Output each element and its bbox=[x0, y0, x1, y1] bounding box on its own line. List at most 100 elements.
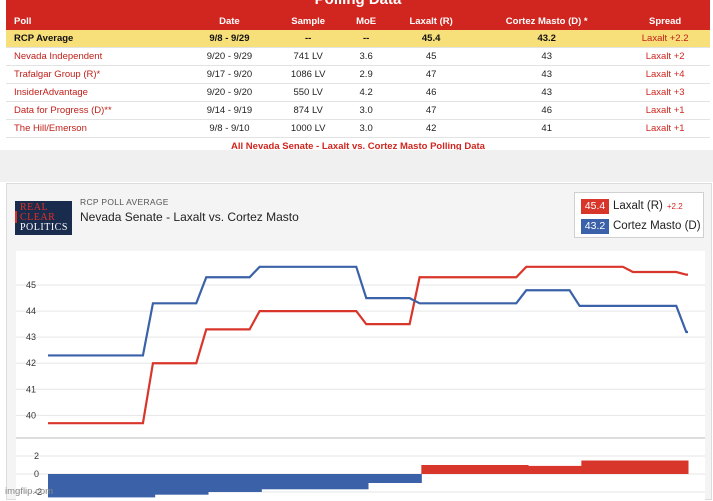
rcp-average-row: RCP Average 9/8 - 9/29 -- -- 45.4 43.2 L… bbox=[6, 30, 710, 48]
polling-data-title: Polling Data bbox=[6, 0, 710, 8]
poll-date: 9/17 - 9/20 bbox=[185, 65, 274, 84]
poll-cortez: 43 bbox=[473, 83, 621, 102]
poll-cortez: 43 bbox=[473, 47, 621, 66]
table-row: The Hill/Emerson 9/8 - 9/10 1000 LV 3.0 … bbox=[6, 119, 710, 138]
spread-bar bbox=[101, 474, 156, 498]
spread-tick-label: 0 bbox=[34, 469, 39, 479]
header-poll[interactable]: Poll bbox=[6, 12, 186, 30]
table-row: Nevada Independent 9/20 - 9/29 741 LV 3.… bbox=[6, 47, 710, 66]
table-row: Data for Progress (D)** 9/14 - 9/19 874 … bbox=[6, 101, 710, 120]
spread-bar bbox=[528, 465, 582, 474]
watermark: imgflip.com bbox=[5, 486, 54, 497]
spread-tick-label: 2 bbox=[34, 451, 39, 461]
poll-moe: 3.0 bbox=[343, 101, 390, 120]
poll-date: 9/14 - 9/19 bbox=[185, 101, 274, 120]
widget-subtitle: RCP POLL AVERAGE bbox=[80, 197, 169, 207]
rcp-average-sample: -- bbox=[273, 30, 344, 48]
poll-spread: Laxalt +1 bbox=[620, 119, 710, 138]
poll-date: 9/20 - 9/29 bbox=[185, 47, 274, 66]
header-spread[interactable]: Spread bbox=[620, 12, 710, 30]
y-tick-label: 40 bbox=[26, 410, 36, 420]
poll-laxalt: 46 bbox=[389, 83, 474, 102]
poll-cortez: 41 bbox=[473, 119, 621, 138]
header-sample[interactable]: Sample bbox=[273, 12, 344, 30]
spread-tick-label: -2 bbox=[34, 487, 42, 497]
poll-sample: 874 LV bbox=[273, 101, 344, 120]
laxalt-series-line bbox=[48, 265, 688, 425]
poll-cortez: 46 bbox=[473, 101, 621, 120]
all-polling-data-link[interactable]: All Nevada Senate - Laxalt vs. Cortez Ma… bbox=[231, 141, 485, 152]
legend-item-cortez-masto[interactable]: 43.2 Cortez Masto (D) bbox=[581, 218, 701, 234]
spread-bar bbox=[634, 460, 689, 474]
poll-moe: 3.6 bbox=[343, 47, 390, 66]
y-tick-label: 44 bbox=[26, 306, 36, 316]
rcp-average-laxalt: 45.4 bbox=[389, 30, 474, 48]
poll-date: 9/20 - 9/20 bbox=[185, 83, 274, 102]
poll-link[interactable]: The Hill/Emerson bbox=[6, 119, 186, 138]
header-moe[interactable]: MoE bbox=[343, 12, 390, 30]
table-header-row: Poll Date Sample MoE Laxalt (R) Cortez M… bbox=[6, 12, 710, 30]
poll-moe: 4.2 bbox=[343, 83, 390, 102]
poll-laxalt: 42 bbox=[389, 119, 474, 138]
rcp-logo[interactable]: REAL CLEAR POLITICS bbox=[15, 201, 72, 235]
poll-cortez: 43 bbox=[473, 65, 621, 84]
y-tick-label: 41 bbox=[26, 384, 36, 394]
polling-data-table: Poll Date Sample MoE Laxalt (R) Cortez M… bbox=[6, 12, 710, 155]
y-tick-label: 42 bbox=[26, 358, 36, 368]
header-cortez-masto[interactable]: Cortez Masto (D) * bbox=[473, 12, 621, 30]
poll-sample: 1086 LV bbox=[273, 65, 344, 84]
legend-value-laxalt: 45.4 bbox=[581, 198, 609, 214]
chart-legend: 45.4 Laxalt (R) +2.2 43.2 Cortez Masto (… bbox=[574, 192, 704, 238]
spread-bar bbox=[581, 460, 636, 474]
table-row: InsiderAdvantage 9/20 - 9/20 550 LV 4.2 … bbox=[6, 83, 710, 102]
spread-bar bbox=[208, 474, 262, 492]
spread-bar bbox=[261, 474, 316, 490]
spread-bar bbox=[154, 474, 209, 495]
logo-line-3: POLITICS bbox=[20, 222, 68, 233]
poll-spread: Laxalt +3 bbox=[620, 83, 710, 102]
spread-bar bbox=[368, 474, 422, 483]
header-date[interactable]: Date bbox=[185, 12, 274, 30]
poll-link[interactable]: Data for Progress (D)** bbox=[6, 101, 186, 120]
cortez-masto-series-line bbox=[48, 265, 688, 357]
logo-line-1: REAL bbox=[20, 202, 49, 213]
y-tick-label: 43 bbox=[26, 332, 36, 342]
poll-moe: 3.0 bbox=[343, 119, 390, 138]
chart-plot-area: 40 41 42 43 44 45 -2 0 2 bbox=[16, 251, 705, 501]
poll-spread: Laxalt +1 bbox=[620, 101, 710, 120]
poll-laxalt: 47 bbox=[389, 65, 474, 84]
header-laxalt[interactable]: Laxalt (R) bbox=[389, 12, 474, 30]
rcp-average-label: RCP Average bbox=[6, 30, 186, 48]
rcp-average-moe: -- bbox=[343, 30, 390, 48]
poll-spread: Laxalt +4 bbox=[620, 65, 710, 84]
logo-stripe bbox=[15, 211, 17, 223]
poll-laxalt: 45 bbox=[389, 47, 474, 66]
rcp-average-date: 9/8 - 9/29 bbox=[185, 30, 274, 48]
widget-title: Nevada Senate - Laxalt vs. Cortez Masto bbox=[80, 210, 299, 224]
legend-spread-laxalt: +2.2 bbox=[666, 201, 683, 211]
spread-bar bbox=[474, 465, 529, 474]
poll-moe: 2.9 bbox=[343, 65, 390, 84]
spread-bar bbox=[314, 474, 369, 490]
poll-link[interactable]: Nevada Independent bbox=[6, 47, 186, 66]
rcp-average-spread: Laxalt +2.2 bbox=[620, 30, 710, 48]
table-row: Trafalgar Group (R)* 9/17 - 9/20 1086 LV… bbox=[6, 65, 710, 84]
legend-name-laxalt: Laxalt (R) bbox=[613, 200, 663, 212]
table-footer-row: All Nevada Senate - Laxalt vs. Cortez Ma… bbox=[6, 138, 710, 156]
section-divider bbox=[0, 150, 713, 182]
rcp-poll-average-widget: REAL CLEAR POLITICS RCP POLL AVERAGE Nev… bbox=[6, 183, 712, 501]
poll-spread: Laxalt +2 bbox=[620, 47, 710, 66]
poll-sample: 1000 LV bbox=[273, 119, 344, 138]
poll-link[interactable]: InsiderAdvantage bbox=[6, 83, 186, 102]
poll-sample: 741 LV bbox=[273, 47, 344, 66]
poll-sample: 550 LV bbox=[273, 83, 344, 102]
poll-link[interactable]: Trafalgar Group (R)* bbox=[6, 65, 186, 84]
poll-average-chart: 40 41 42 43 44 45 -2 0 2 bbox=[16, 265, 705, 498]
legend-item-laxalt[interactable]: 45.4 Laxalt (R) +2.2 bbox=[581, 198, 683, 214]
y-tick-label: 45 bbox=[26, 280, 36, 290]
polling-data-title-bar: Polling Data bbox=[6, 0, 710, 12]
spread-bar bbox=[421, 465, 476, 474]
spread-bar bbox=[48, 474, 102, 498]
legend-value-cortez-masto: 43.2 bbox=[581, 218, 609, 234]
logo-line-2: CLEAR bbox=[20, 212, 56, 223]
